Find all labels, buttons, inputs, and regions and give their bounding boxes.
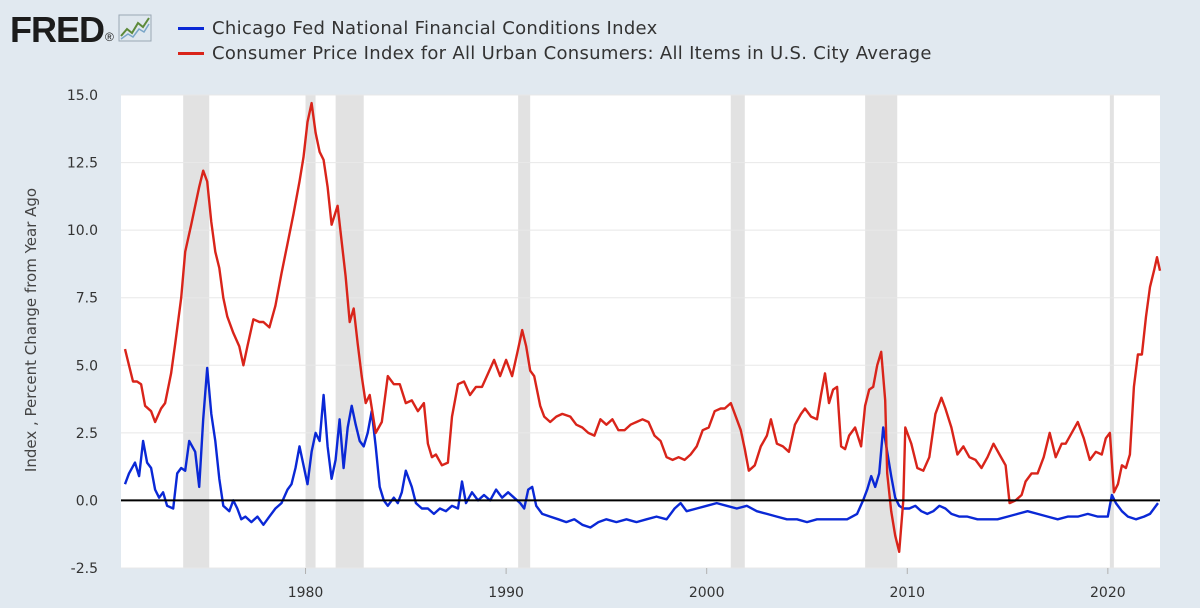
recession-band-6	[1109, 95, 1114, 568]
y-tick-label: 2.5	[76, 426, 98, 442]
legend-label-cpi: Consumer Price Index for All Urban Consu…	[212, 43, 932, 64]
chart-line-icon	[118, 14, 152, 46]
recession-band-2	[335, 95, 364, 568]
x-tick-label: 2020	[1090, 585, 1126, 601]
plot-area	[121, 95, 1160, 568]
x-tick-label: 1990	[488, 585, 524, 601]
recession-band-1	[305, 95, 316, 568]
y-tick-label: 10.0	[67, 223, 98, 239]
series-lines	[121, 101, 1162, 553]
recession-band-5	[865, 95, 898, 568]
gridlines	[121, 94, 1160, 569]
recession-band-3	[518, 95, 531, 568]
legend-item-cpi[interactable]: Consumer Price Index for All Urban Consu…	[178, 41, 932, 66]
series-line-cpi[interactable]	[123, 101, 1162, 553]
x-tick-label: 2010	[889, 585, 925, 601]
y-tick-label: -2.5	[71, 561, 98, 577]
y-tick-label: 5.0	[76, 358, 98, 374]
legend-item-nfci[interactable]: Chicago Fed National Financial Condition…	[178, 16, 932, 41]
y-axis-label: Index , Percent Change from Year Ago	[22, 188, 40, 472]
fred-logo[interactable]: FRED ®	[10, 12, 152, 48]
legend-label-nfci: Chicago Fed National Financial Condition…	[212, 18, 658, 39]
axes: 15.0 12.5 10.0 7.5 5.0 2.5 0.0 -2.5 1980 1990 2000…	[67, 88, 1126, 601]
x-tick-label: 1980	[288, 585, 324, 601]
recession-band-0	[183, 95, 210, 568]
logo-text: FRED	[10, 9, 105, 50]
y-tick-label: 15.0	[67, 88, 98, 104]
legend-swatch-nfci	[178, 27, 204, 30]
chart-legend: Chicago Fed National Financial Condition…	[178, 16, 932, 66]
recession-band-4	[730, 95, 745, 568]
y-tick-label: 0.0	[76, 493, 98, 509]
recession-shading	[183, 95, 1114, 568]
registered-mark: ®	[105, 30, 114, 44]
y-tick-label: 7.5	[76, 291, 98, 307]
x-tick-label: 2000	[689, 585, 725, 601]
y-tick-label: 12.5	[67, 156, 98, 172]
legend-swatch-cpi	[178, 52, 204, 55]
